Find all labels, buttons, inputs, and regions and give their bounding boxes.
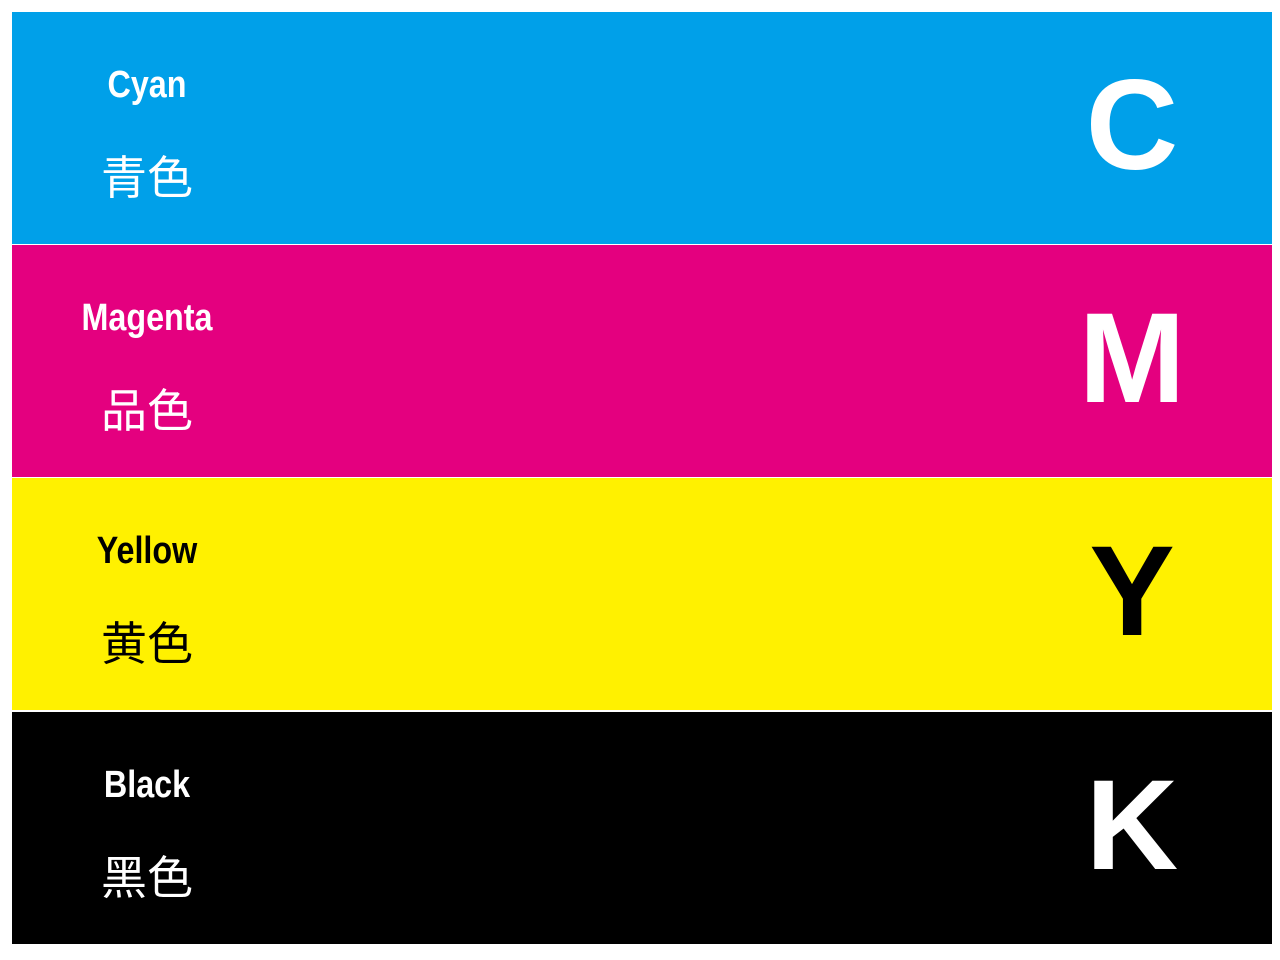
band-letter: C xyxy=(1085,54,1179,197)
yellow-band: Yellow 黄色 Y xyxy=(12,478,1272,710)
band-name-cjk: 黑色 xyxy=(101,851,193,905)
magenta-band: Magenta 品色 M xyxy=(12,245,1272,477)
band-name-cjk: 品色 xyxy=(101,384,193,438)
cyan-band: Cyan 青色 C xyxy=(12,12,1272,244)
band-name: Black xyxy=(103,764,191,806)
band-name: Magenta xyxy=(81,297,213,339)
band-letter: M xyxy=(1078,287,1186,430)
black-band: Black 黑色 K xyxy=(12,712,1272,944)
band-name: Cyan xyxy=(107,64,187,106)
band-letter: Y xyxy=(1089,520,1175,663)
band-letter: K xyxy=(1085,754,1179,897)
band-name-cjk: 青色 xyxy=(101,151,193,205)
band-name: Yellow xyxy=(96,530,198,572)
band-name-cjk: 黄色 xyxy=(101,617,193,671)
